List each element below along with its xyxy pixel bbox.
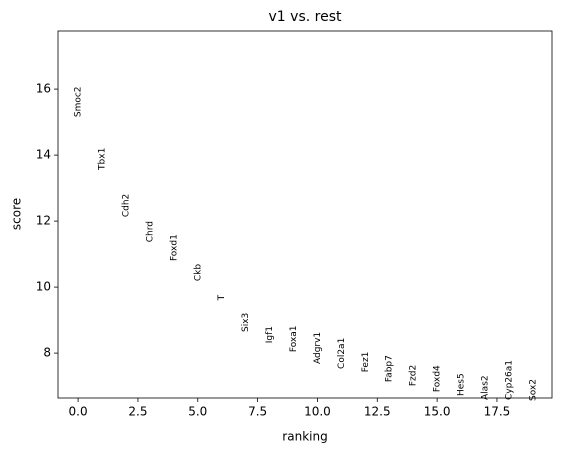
plot-frame: [57, 30, 553, 399]
gene-label: Sox2: [528, 379, 538, 401]
gene-label: Hes5: [457, 373, 467, 396]
x-tick-label: 5.0: [188, 405, 207, 419]
y-axis-label: score: [10, 198, 24, 230]
x-tick-label: 0.0: [69, 405, 88, 419]
gene-label: Adgrv1: [313, 332, 323, 364]
gene-label: Fzd2: [409, 365, 419, 386]
x-tick-label: 17.5: [484, 405, 511, 419]
gene-label: Chrd: [145, 221, 155, 242]
gene-label: Cdh2: [121, 194, 131, 217]
y-tick-label: 16: [36, 82, 51, 96]
x-tick-label: 15.0: [424, 405, 451, 419]
gene-label: Foxd4: [433, 365, 443, 392]
x-tick-label: 7.5: [248, 405, 267, 419]
gene-label: Cyp26a1: [504, 360, 514, 400]
gene-label: Foxa1: [289, 325, 299, 352]
y-tick-label: 10: [36, 280, 51, 294]
gene-label: Ckb: [193, 264, 203, 281]
gene-label: Fabp7: [385, 355, 395, 382]
gene-label: Foxd1: [169, 234, 179, 261]
gene-label: Igf1: [265, 326, 275, 343]
x-tick-label: 10.0: [304, 405, 331, 419]
gene-label: Col2a1: [337, 338, 347, 369]
gene-label: Fez1: [361, 352, 371, 373]
x-axis-label: ranking: [282, 430, 327, 444]
y-tick-label: 8: [43, 346, 51, 360]
y-tick-label: 12: [36, 214, 51, 228]
y-tick-label: 14: [36, 148, 51, 162]
gene-label: Six3: [241, 313, 251, 332]
gene-label: T: [217, 294, 227, 301]
x-tick-label: 12.5: [364, 405, 391, 419]
chart-title: v1 vs. rest: [269, 9, 342, 25]
x-tick-label: 2.5: [128, 405, 147, 419]
gene-label: Alas2: [480, 375, 490, 400]
gene-label: Tbx1: [98, 148, 108, 171]
gene-label: Smoc2: [74, 86, 84, 117]
